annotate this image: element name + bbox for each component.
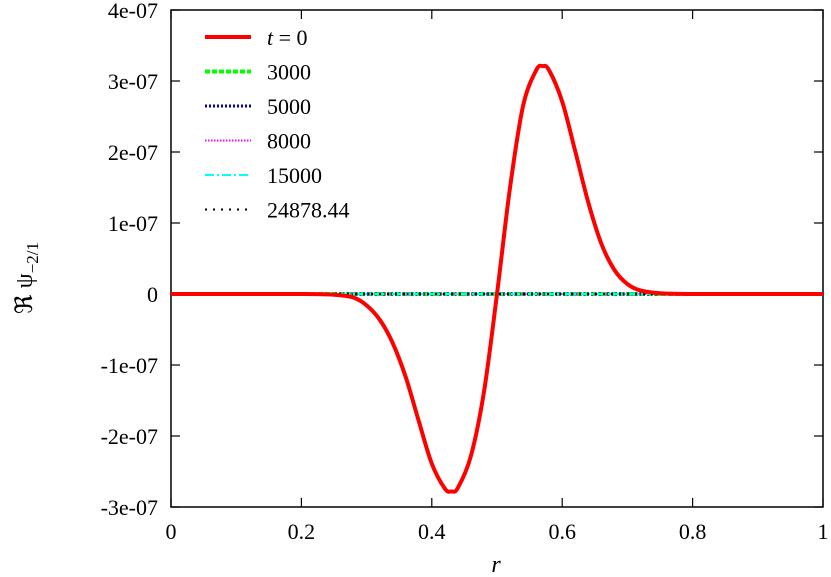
plot-frame bbox=[170, 9, 824, 508]
y-tick-label: 0 bbox=[147, 282, 158, 307]
legend-label-3: 8000 bbox=[267, 129, 311, 154]
y-axis-label-sub: −2/1 bbox=[23, 242, 42, 273]
y-tick-label: 2e-07 bbox=[108, 140, 158, 165]
legend-label-4: 15000 bbox=[267, 163, 322, 188]
x-tick-label: 0.8 bbox=[679, 519, 707, 544]
y-tick-label: -2e-07 bbox=[101, 424, 158, 449]
legend-label-5: 24878.44 bbox=[267, 198, 350, 223]
svg-text:ℜ ψ−2/1: ℜ ψ−2/1 bbox=[12, 242, 42, 314]
y-tick-label: 4e-07 bbox=[108, 0, 158, 23]
axis-ticks bbox=[170, 9, 824, 508]
x-tick-label: 0.4 bbox=[418, 519, 446, 544]
x-axis-label: r bbox=[491, 552, 501, 577]
series-line-0 bbox=[170, 63, 823, 494]
y-tick-label: 1e-07 bbox=[108, 211, 158, 236]
axis-tick-labels: 0 0.2 0.4 0.6 0.8 1 -3e-07 -2e-07 -1e-07 0 1e-07 2e… bbox=[101, 0, 829, 544]
x-tick-label: 1 bbox=[818, 519, 829, 544]
y-tick-label: 3e-07 bbox=[108, 69, 158, 94]
x-tick-label: 0.2 bbox=[288, 519, 316, 544]
legend-label-0: t = 0 bbox=[267, 25, 308, 50]
y-axis-label: ℜ ψ−2/1 bbox=[12, 242, 42, 314]
y-axis-label-main: ℜ ψ bbox=[12, 273, 38, 314]
x-tick-label: 0 bbox=[166, 519, 177, 544]
x-tick-label: 0.6 bbox=[548, 519, 576, 544]
legend: t = 0 3000 5000 8000 15000 24878.44 bbox=[205, 25, 350, 223]
y-tick-label: -1e-07 bbox=[101, 353, 158, 378]
plot-border bbox=[170, 9, 824, 508]
legend-label-2: 5000 bbox=[267, 94, 311, 119]
series-lines bbox=[170, 63, 823, 494]
y-tick-label: -3e-07 bbox=[101, 495, 158, 520]
legend-label-1: 3000 bbox=[267, 60, 311, 85]
